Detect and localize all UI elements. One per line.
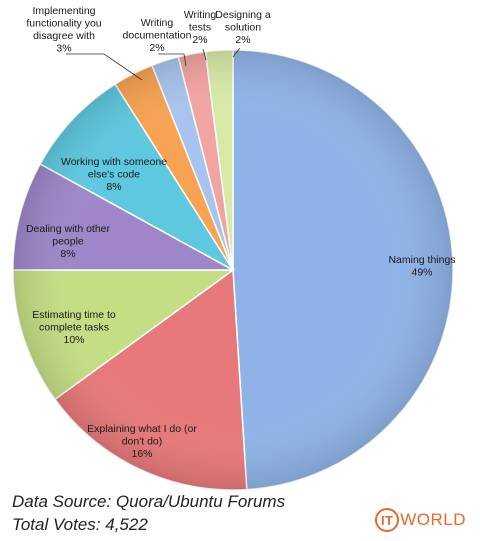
itworld-logo-ring: IT: [375, 508, 400, 532]
slice-label-line: Implementing: [32, 5, 95, 17]
slice-label-line: Writing: [141, 17, 174, 29]
slice-label-line: people: [52, 236, 84, 248]
slice-label-line: Dealing with other: [26, 223, 111, 235]
slice-label-line: 2%: [149, 42, 164, 54]
slice-label-line: 8%: [106, 181, 121, 193]
slice-label-line: 2%: [192, 34, 207, 46]
slice-label-line: 49%: [411, 267, 432, 279]
slice-label: Writing documentation 2%: [123, 17, 192, 54]
slice-label: Designing a solution 2%: [215, 9, 271, 46]
slice-label: Dealing with other people 8%: [26, 223, 111, 260]
slice-label-line: don't do): [122, 436, 163, 448]
slice-label-line: 10%: [63, 334, 84, 346]
leader-line: [202, 48, 207, 61]
slice-label-line: solution: [225, 22, 261, 34]
pie-chart-svg: Naming things 49% Explaining what I do (or…: [12, 5, 456, 490]
slice-label-line: 8%: [60, 248, 75, 260]
slice-label-line: Writing: [184, 9, 217, 21]
slice-label-line: 16%: [131, 448, 152, 460]
slice-label-line: Working with someone: [61, 156, 167, 168]
slice-label: Writing tests 2%: [184, 9, 217, 46]
slice-label: Explaining what I do (or don't do) 16%: [87, 423, 197, 460]
slice-label-line: Explaining what I do (or: [87, 423, 197, 435]
slice-label: Implementing functionality you disagree wi…: [26, 5, 101, 55]
leader-line: [158, 53, 187, 67]
slice-label: Estimating time to complete tasks 10%: [32, 309, 116, 346]
slice-label-line: Designing a: [215, 9, 271, 21]
slice-label-line: disagree with: [33, 30, 95, 42]
pie-labels: Naming things 49% Explaining what I do (or…: [26, 5, 456, 460]
slice-label-line: Estimating time to: [32, 309, 116, 321]
slice-label-line: tests: [189, 22, 211, 34]
slice-label-line: 3%: [56, 43, 71, 55]
slice-label-line: Naming things: [388, 254, 455, 266]
pie-slices: [12, 49, 454, 490]
leader-line: [66, 53, 143, 81]
slice-label-line: documentation: [123, 30, 192, 42]
slice-label: Naming things 49%: [388, 254, 455, 279]
total-votes-note: Total Votes: 4,522: [12, 515, 148, 534]
slice-label-line: else's code: [88, 169, 140, 181]
slice-label-line: 2%: [235, 34, 250, 46]
slice-label: Working with someone else's code 8%: [61, 156, 167, 193]
slice-label-line: functionality you: [26, 18, 101, 30]
pie-shading: [13, 50, 453, 490]
itworld-logo-text: WORLD: [400, 510, 466, 529]
leader-line: [232, 47, 241, 58]
itworld-logo: IT WORLD: [375, 508, 466, 532]
slice-label-line: complete tasks: [39, 322, 109, 334]
data-source-note: Data Source: Quora/Ubuntu Forums: [12, 492, 286, 511]
